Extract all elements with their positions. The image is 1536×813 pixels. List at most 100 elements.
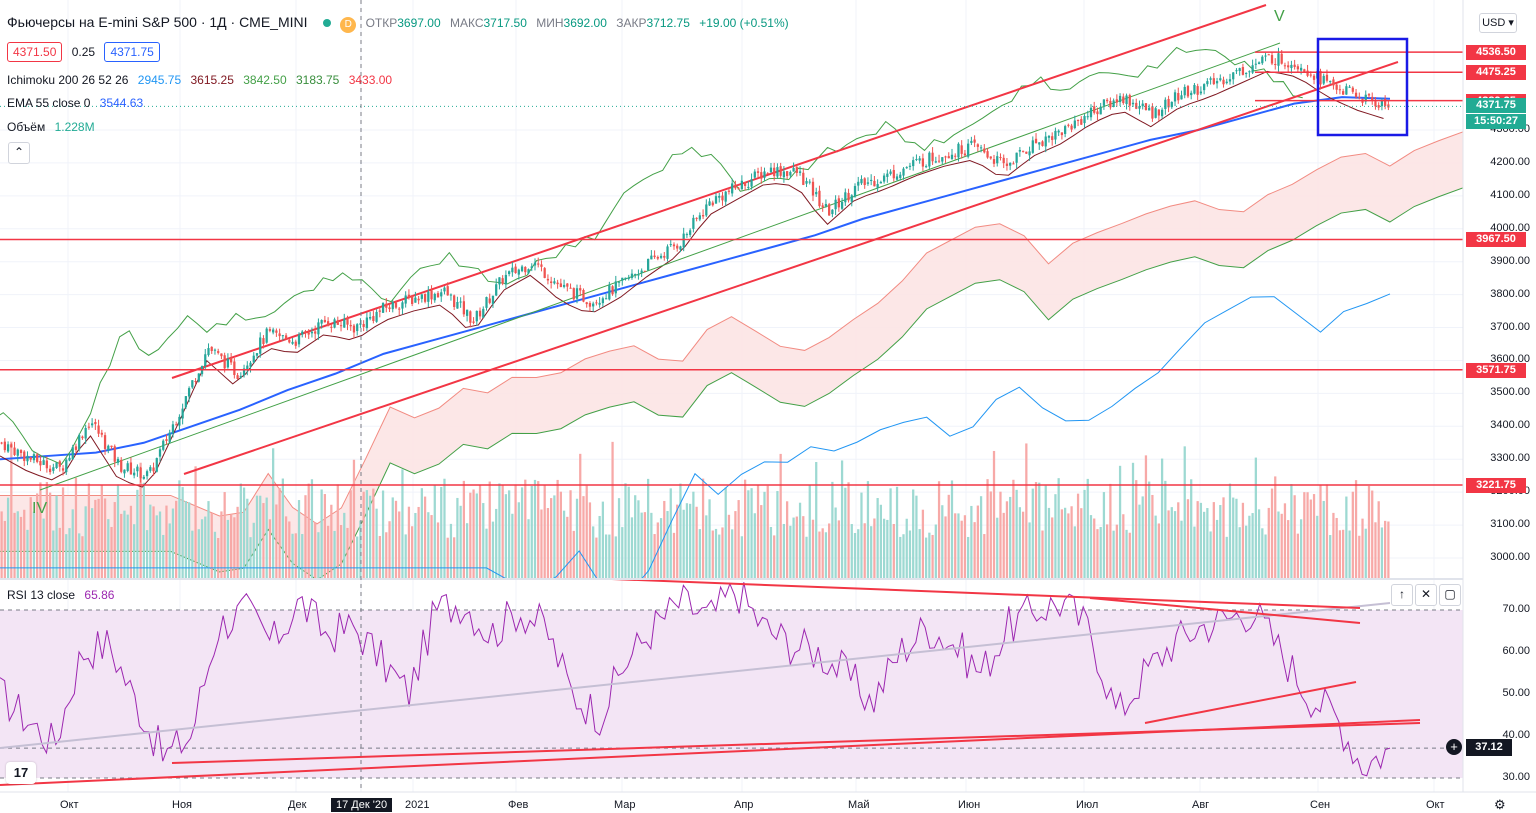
candle-body bbox=[608, 285, 611, 300]
ichimoku-value-1: 2945.75 bbox=[137, 73, 182, 87]
volume-bar bbox=[336, 484, 339, 578]
candle-body bbox=[61, 468, 65, 471]
delay-badge[interactable]: D bbox=[340, 17, 357, 33]
candle-body bbox=[440, 292, 443, 297]
volume-bar bbox=[103, 498, 107, 578]
collapse-legend-button[interactable]: ⌃ bbox=[8, 142, 30, 164]
buy-price-button[interactable]: 4371.75 bbox=[104, 42, 160, 62]
volume-bar bbox=[1018, 507, 1022, 578]
volume-bar bbox=[905, 518, 908, 578]
volume-bar bbox=[795, 516, 798, 578]
candle-body bbox=[656, 257, 659, 259]
candle-body bbox=[727, 190, 731, 192]
candle-body bbox=[1086, 116, 1089, 118]
candle-body bbox=[1180, 95, 1183, 100]
volume-bar bbox=[333, 530, 336, 578]
candle-body bbox=[456, 301, 459, 309]
candle-body bbox=[100, 432, 103, 435]
volume-bar bbox=[646, 478, 650, 578]
pane-maximize-button[interactable]: ▢ bbox=[1439, 584, 1461, 606]
ichimoku-conversion-line bbox=[0, 293, 1391, 578]
sell-price-button[interactable]: 4371.50 bbox=[7, 42, 63, 62]
symbol-title[interactable]: Фьючерсы на E-mini S&P 500 · 1Д · CME_MI… bbox=[7, 14, 308, 30]
candle-body bbox=[598, 302, 601, 305]
volume-bar bbox=[1235, 498, 1238, 578]
candle-body bbox=[1070, 125, 1073, 130]
volume-bar bbox=[440, 486, 443, 578]
volume-bar bbox=[1245, 525, 1248, 578]
volume-bar bbox=[1125, 529, 1128, 578]
candle-body bbox=[979, 147, 983, 149]
candle-body bbox=[1312, 75, 1316, 80]
channel-upper-line bbox=[171, 4, 1267, 379]
volume-bar bbox=[666, 511, 669, 578]
rsi-band-background bbox=[0, 610, 1463, 778]
volume-bar bbox=[71, 509, 74, 578]
volume-bar bbox=[61, 487, 65, 578]
volume-bar bbox=[669, 488, 672, 578]
candle-body bbox=[853, 186, 857, 197]
price-axis-tick: 3800.00 bbox=[1490, 287, 1530, 300]
rsi-legend[interactable]: RSI 13 close 65.86 bbox=[7, 587, 120, 603]
gear-icon[interactable]: ⚙ bbox=[1494, 797, 1506, 812]
candle-body bbox=[1238, 68, 1241, 71]
volume-bar bbox=[297, 500, 301, 578]
volume-bar bbox=[682, 509, 685, 578]
candle-body bbox=[207, 348, 210, 356]
volume-bar bbox=[1212, 502, 1215, 578]
volume-bar bbox=[113, 502, 116, 578]
candle-body bbox=[158, 449, 162, 457]
candle-body bbox=[1322, 75, 1325, 84]
volume-bar bbox=[834, 507, 837, 578]
ema-55-line bbox=[0, 96, 1391, 461]
volume-bar bbox=[368, 495, 372, 578]
candle-body bbox=[284, 335, 288, 339]
volume-bar bbox=[294, 533, 297, 578]
candle-body bbox=[999, 157, 1002, 159]
candle-body bbox=[407, 294, 411, 298]
pane-move-up-button[interactable]: ↑ bbox=[1391, 584, 1413, 606]
volume-bar bbox=[989, 491, 992, 578]
volume-bar bbox=[430, 515, 433, 578]
candle-body bbox=[1067, 124, 1070, 126]
candle-body bbox=[58, 461, 61, 467]
volume-bar bbox=[307, 483, 310, 578]
candle-body bbox=[860, 178, 863, 184]
candle-body bbox=[617, 281, 621, 283]
volume-bar bbox=[1073, 526, 1076, 578]
close-value: 3712.75 bbox=[646, 16, 690, 30]
candle-body bbox=[78, 435, 81, 450]
currency-select[interactable]: USD ▾ bbox=[1479, 13, 1517, 33]
volume-bar bbox=[601, 501, 605, 578]
candle-body bbox=[511, 267, 514, 273]
candle-body bbox=[747, 186, 750, 188]
ema-legend[interactable]: EMA 55 close 0 3544.63 bbox=[7, 95, 149, 111]
volume-bar bbox=[1005, 501, 1009, 578]
ema-value: 3544.63 bbox=[99, 96, 144, 110]
volume-bar bbox=[1099, 526, 1102, 578]
candle-body bbox=[785, 171, 789, 177]
candle-body bbox=[272, 329, 275, 333]
volume-legend[interactable]: Объём 1.228M bbox=[7, 119, 101, 135]
candle-body bbox=[139, 467, 142, 479]
candle-body bbox=[1329, 81, 1332, 83]
candle-body bbox=[278, 333, 281, 337]
volume-bar bbox=[1309, 499, 1312, 578]
volume-bar bbox=[1096, 529, 1099, 578]
candle-body bbox=[368, 316, 372, 319]
ichimoku-legend[interactable]: Ichimoku 200 26 52 26 2945.75 3615.25 38… bbox=[7, 72, 398, 88]
tradingview-logo[interactable]: 17 bbox=[6, 762, 36, 784]
bid-ask-row: 4371.50 0.25 4371.75 bbox=[7, 42, 166, 62]
candle-body bbox=[475, 310, 478, 322]
candle-body bbox=[941, 157, 944, 162]
candle-body bbox=[10, 444, 13, 448]
volume-bar bbox=[863, 523, 866, 578]
time-axis-tick: Мар bbox=[614, 799, 636, 811]
add-plus-icon[interactable]: + bbox=[1446, 739, 1462, 755]
volume-bar bbox=[288, 521, 291, 578]
pane-close-button[interactable]: ✕ bbox=[1415, 584, 1437, 606]
volume-bar bbox=[1063, 507, 1067, 578]
volume-bar bbox=[398, 511, 401, 578]
volume-bar bbox=[672, 532, 676, 578]
